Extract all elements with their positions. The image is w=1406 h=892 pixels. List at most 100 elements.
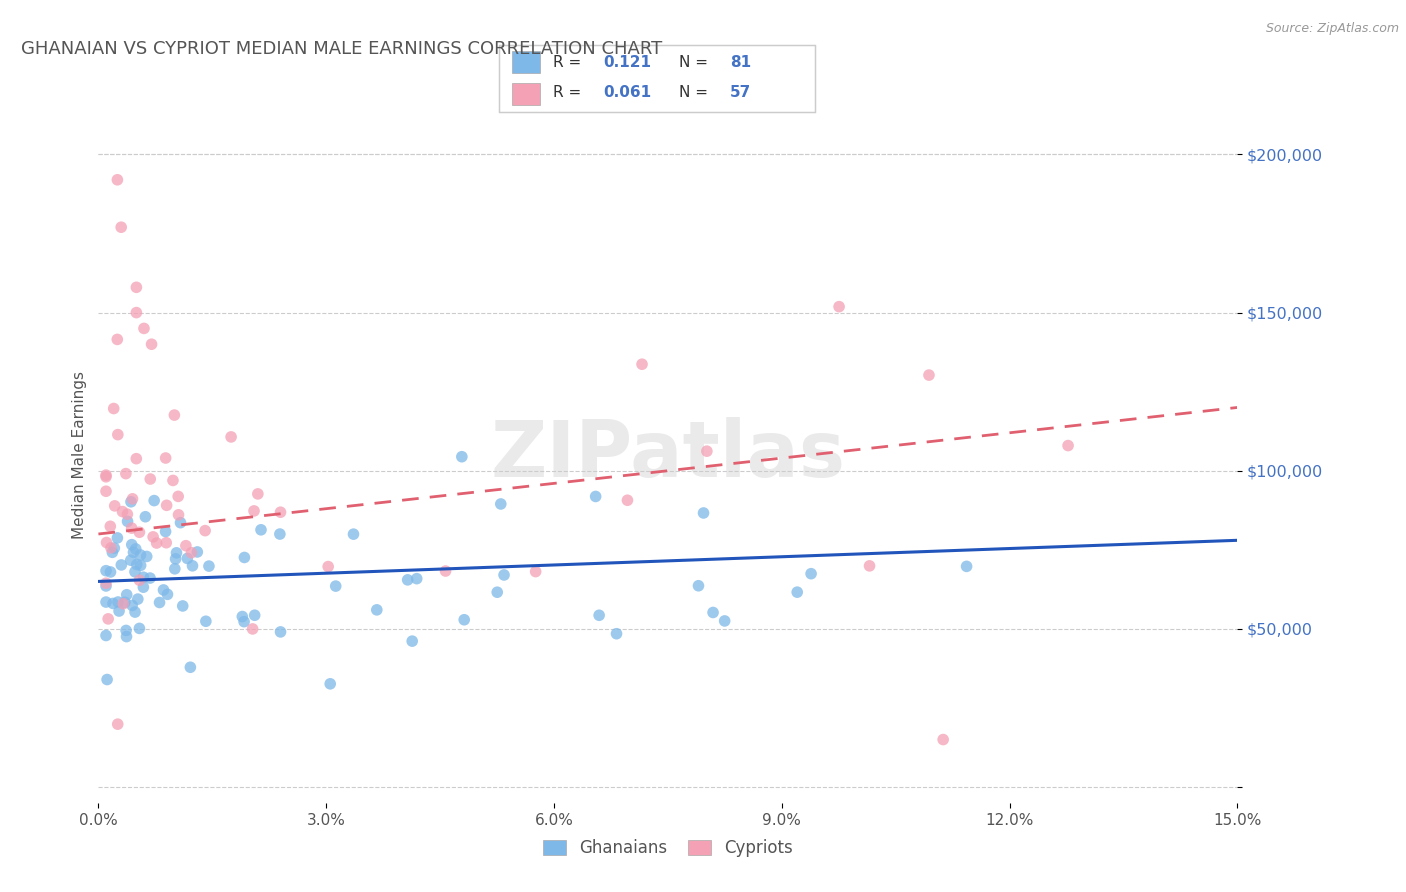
- Point: [94, 576, 117, 591]
- Text: GHANAIAN VS CYPRIOT MEDIAN MALE EARNINGS CORRELATION CHART: GHANAIAN VS CYPRIOT MEDIAN MALE EARNINGS…: [21, 40, 662, 58]
- Text: 81: 81: [730, 54, 751, 70]
- Point: [243, 608, 266, 623]
- Point: [115, 630, 138, 644]
- Point: [122, 545, 145, 559]
- Text: N =: N =: [679, 54, 713, 70]
- Point: [524, 565, 547, 579]
- Point: [134, 509, 156, 524]
- Point: [401, 634, 423, 648]
- Point: [94, 595, 117, 609]
- Point: [125, 541, 148, 556]
- Point: [325, 579, 347, 593]
- Point: [176, 551, 198, 566]
- Point: [107, 531, 129, 545]
- Point: [167, 489, 190, 503]
- Point: [127, 592, 149, 607]
- Point: [94, 484, 117, 499]
- Point: [124, 565, 146, 579]
- Point: [115, 624, 138, 638]
- Point: [107, 173, 129, 187]
- Point: [163, 562, 186, 576]
- Point: [94, 468, 117, 483]
- Legend: Ghanaians, Cypriots: Ghanaians, Cypriots: [536, 833, 800, 864]
- Point: [128, 573, 150, 587]
- Point: [142, 530, 165, 544]
- Text: Source: ZipAtlas.com: Source: ZipAtlas.com: [1265, 22, 1399, 36]
- Point: [243, 504, 266, 518]
- Point: [616, 493, 638, 508]
- Point: [489, 497, 512, 511]
- Point: [139, 472, 162, 486]
- Point: [129, 548, 152, 562]
- Text: 0.121: 0.121: [603, 54, 651, 70]
- Point: [932, 732, 955, 747]
- Point: [141, 337, 163, 351]
- Point: [103, 401, 125, 416]
- Point: [107, 717, 129, 731]
- Point: [246, 487, 269, 501]
- Point: [96, 673, 118, 687]
- Point: [107, 595, 129, 609]
- Point: [155, 450, 177, 465]
- Point: [486, 585, 509, 599]
- Point: [434, 564, 457, 578]
- Point: [233, 615, 256, 629]
- Point: [117, 514, 139, 528]
- Point: [125, 558, 148, 572]
- Point: [94, 628, 117, 642]
- Bar: [512, 51, 540, 73]
- Point: [1057, 439, 1080, 453]
- Point: [955, 559, 977, 574]
- Point: [139, 571, 162, 585]
- Point: [100, 541, 122, 555]
- Point: [114, 595, 136, 609]
- Point: [128, 525, 150, 540]
- Point: [115, 588, 138, 602]
- Point: [128, 621, 150, 635]
- Point: [101, 545, 124, 559]
- Point: [107, 427, 129, 442]
- Point: [219, 430, 242, 444]
- Point: [105, 332, 128, 346]
- Point: [492, 568, 515, 582]
- Point: [172, 599, 194, 613]
- Point: [631, 357, 654, 371]
- Point: [702, 606, 724, 620]
- Point: [270, 624, 292, 639]
- Point: [231, 609, 253, 624]
- Point: [132, 570, 155, 584]
- Point: [342, 527, 364, 541]
- Point: [94, 470, 117, 484]
- Point: [96, 535, 118, 549]
- Point: [155, 535, 177, 549]
- Point: [125, 280, 148, 294]
- Point: [100, 565, 122, 579]
- Point: [180, 546, 202, 560]
- Point: [145, 536, 167, 550]
- Point: [129, 558, 152, 573]
- Point: [163, 408, 186, 422]
- Point: [198, 559, 221, 574]
- Text: 0.061: 0.061: [603, 85, 651, 100]
- Point: [366, 603, 388, 617]
- Point: [97, 612, 120, 626]
- Point: [194, 524, 217, 538]
- Point: [166, 546, 188, 560]
- Point: [786, 585, 808, 599]
- Point: [269, 527, 291, 541]
- Point: [120, 553, 142, 567]
- Point: [108, 604, 131, 618]
- Point: [124, 605, 146, 619]
- Bar: [512, 83, 540, 104]
- Point: [117, 507, 139, 521]
- Point: [713, 614, 735, 628]
- Point: [316, 559, 339, 574]
- Point: [174, 539, 197, 553]
- Text: R =: R =: [553, 54, 586, 70]
- Point: [696, 444, 718, 458]
- Point: [405, 572, 427, 586]
- Point: [103, 541, 125, 555]
- Point: [148, 595, 170, 609]
- Point: [110, 558, 132, 572]
- Point: [396, 573, 419, 587]
